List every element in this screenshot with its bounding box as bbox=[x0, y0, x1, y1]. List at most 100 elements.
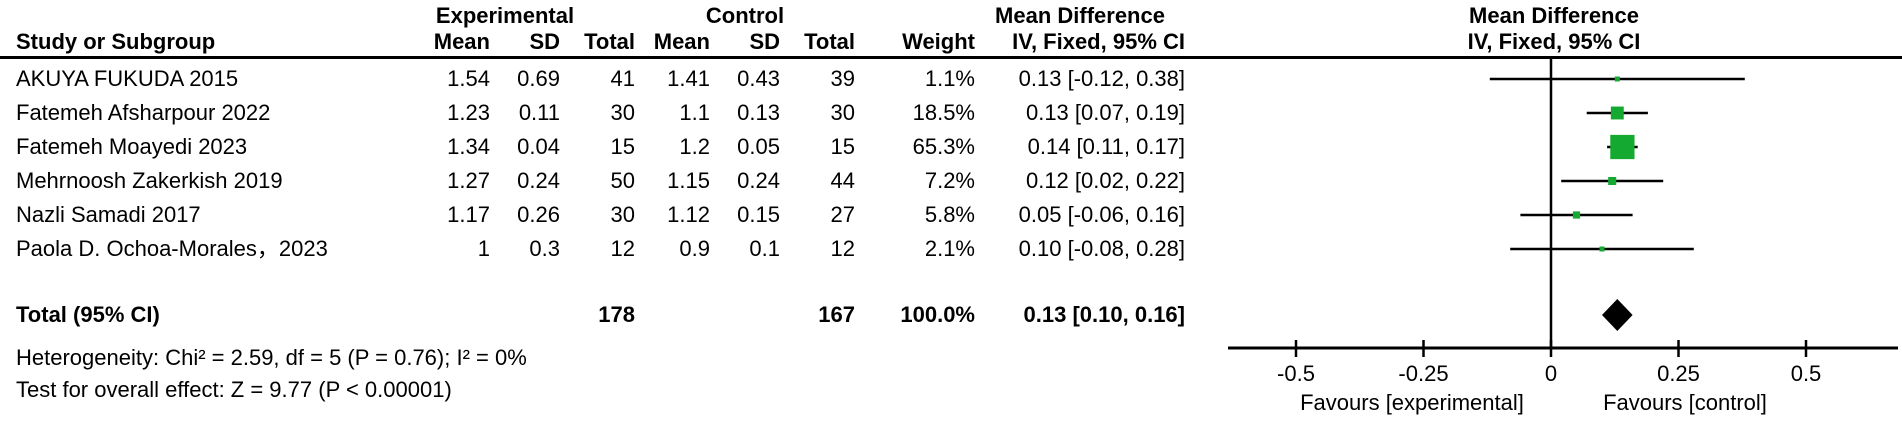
table-row: Paola D. Ochoa-Morales，2023 1 0.3 12 0.9… bbox=[0, 232, 1185, 266]
total-ctrl-participants: 167 bbox=[818, 302, 855, 327]
total-row: Total (95% CI) 178 167 100.0% 0.13 [0.10… bbox=[0, 298, 1185, 332]
axis-tick-label: -0.25 bbox=[1398, 361, 1448, 386]
ctrl-mean-cell: 1.2 bbox=[679, 134, 710, 159]
exp-total-column-header: Total bbox=[584, 29, 635, 54]
axis-tick-label: 0 bbox=[1545, 361, 1557, 386]
ctrl-total-cell: 30 bbox=[830, 100, 855, 125]
ctrl-mean-cell: 1.41 bbox=[667, 66, 710, 91]
exp-mean-cell: 1.54 bbox=[447, 66, 490, 91]
ctrl-mean-cell: 0.9 bbox=[679, 236, 710, 261]
effect-square bbox=[1572, 211, 1581, 219]
ctrl-sd-cell: 0.1 bbox=[749, 236, 780, 261]
mean-difference-column-header: Mean Difference bbox=[995, 3, 1165, 28]
study-name: Mehrnoosh Zakerkish 2019 bbox=[16, 168, 283, 193]
ci-column-header: IV, Fixed, 95% CI bbox=[1012, 29, 1185, 54]
total-exp-participants: 178 bbox=[598, 302, 635, 327]
ctrl-total-cell: 27 bbox=[830, 202, 855, 227]
weight-cell: 1.1% bbox=[924, 66, 975, 91]
ci-text-cell: 0.13 [-0.12, 0.38] bbox=[1018, 66, 1185, 91]
weight-cell: 65.3% bbox=[912, 134, 975, 159]
ctrl-total-cell: 15 bbox=[830, 134, 855, 159]
exp-mean-cell: 1.23 bbox=[447, 100, 490, 125]
exp-sd-column-header: SD bbox=[529, 29, 560, 54]
exp-sd-cell: 0.04 bbox=[517, 134, 560, 159]
ci-text-cell: 0.14 [0.11, 0.17] bbox=[1027, 134, 1185, 159]
weight-cell: 5.8% bbox=[924, 202, 975, 227]
table-row: Mehrnoosh Zakerkish 2019 1.27 0.24 50 1.… bbox=[0, 164, 1185, 198]
exp-total-cell: 15 bbox=[610, 134, 635, 159]
exp-mean-cell: 1 bbox=[477, 236, 490, 261]
ctrl-mean-column-header: Mean bbox=[653, 29, 710, 54]
effect-square bbox=[1599, 246, 1605, 252]
exp-sd-cell: 0.3 bbox=[529, 236, 560, 261]
ctrl-mean-cell: 1.1 bbox=[679, 100, 710, 125]
ctrl-sd-cell: 0.24 bbox=[737, 168, 780, 193]
ctrl-total-cell: 44 bbox=[830, 168, 855, 193]
weight-column-header: Weight bbox=[902, 29, 975, 54]
ctrl-sd-cell: 0.15 bbox=[737, 202, 780, 227]
total-label: Total (95% CI) bbox=[16, 302, 160, 327]
exp-total-cell: 30 bbox=[610, 100, 635, 125]
exp-total-cell: 41 bbox=[610, 66, 635, 91]
study-name: Paola D. Ochoa-Morales，2023 bbox=[16, 236, 328, 261]
control-group-header: Control bbox=[705, 3, 785, 28]
forest-plot-canvas: -0.5 -0.25 0 0.25 0.5 Favours [experimental] F… bbox=[1228, 57, 1898, 415]
studies-table-body: AKUYA FUKUDA 2015 1.54 0.69 41 1.41 0.43… bbox=[0, 62, 1185, 266]
exp-mean-cell: 1.27 bbox=[447, 168, 490, 193]
exp-mean-cell: 1.34 bbox=[447, 134, 490, 159]
experimental-group-header: Experimental bbox=[435, 3, 575, 28]
effect-square bbox=[1610, 134, 1635, 160]
study-column-header: Study or Subgroup bbox=[16, 29, 216, 54]
ctrl-sd-cell: 0.43 bbox=[737, 66, 780, 91]
exp-total-cell: 50 bbox=[610, 168, 635, 193]
study-name: Fatemeh Moayedi 2023 bbox=[16, 134, 248, 159]
ctrl-total-cell: 39 bbox=[830, 66, 855, 91]
ctrl-total-cell: 12 bbox=[830, 236, 855, 261]
exp-sd-cell: 0.11 bbox=[518, 100, 560, 125]
weight-cell: 7.2% bbox=[924, 168, 975, 193]
exp-total-cell: 12 bbox=[610, 236, 635, 261]
total-weight: 100.0% bbox=[900, 302, 975, 327]
study-name: Fatemeh Afsharpour 2022 bbox=[16, 100, 271, 125]
study-name: Nazli Samadi 2017 bbox=[16, 202, 201, 227]
study-name: AKUYA FUKUDA 2015 bbox=[16, 66, 239, 91]
ci-text-cell: 0.12 [0.02, 0.22] bbox=[1025, 168, 1185, 193]
exp-sd-cell: 0.24 bbox=[517, 168, 560, 193]
axis-tick-label: -0.5 bbox=[1277, 361, 1315, 386]
weight-cell: 2.1% bbox=[924, 236, 975, 261]
exp-sd-cell: 0.26 bbox=[517, 202, 560, 227]
mean-difference-plot-header: Mean Difference bbox=[1469, 3, 1639, 28]
axis-tick-label: 0.25 bbox=[1657, 361, 1700, 386]
exp-total-cell: 30 bbox=[610, 202, 635, 227]
table-row: Fatemeh Moayedi 2023 1.34 0.04 15 1.2 0.… bbox=[0, 130, 1185, 164]
favours-experimental-label: Favours [experimental] bbox=[1300, 390, 1524, 415]
heterogeneity-stats: Heterogeneity: Chi² = 2.59, df = 5 (P = … bbox=[16, 345, 527, 370]
overall-effect-stats: Test for overall effect: Z = 9.77 (P < 0… bbox=[16, 377, 452, 402]
ctrl-mean-cell: 1.15 bbox=[667, 168, 710, 193]
exp-mean-column-header: Mean bbox=[433, 29, 490, 54]
ci-text-cell: 0.13 [0.07, 0.19] bbox=[1025, 100, 1185, 125]
header-rule bbox=[0, 56, 1902, 59]
table-row: AKUYA FUKUDA 2015 1.54 0.69 41 1.41 0.43… bbox=[0, 62, 1185, 96]
ci-text-cell: 0.10 [-0.08, 0.28] bbox=[1018, 236, 1185, 261]
weight-cell: 18.5% bbox=[912, 100, 975, 125]
axis-tick-label: 0.5 bbox=[1791, 361, 1822, 386]
table-row: Fatemeh Afsharpour 2022 1.23 0.11 30 1.1… bbox=[0, 96, 1185, 130]
ci-plot-column-header: IV, Fixed, 95% CI bbox=[1467, 29, 1641, 54]
favours-control-label: Favours [control] bbox=[1603, 390, 1767, 415]
table-row: Nazli Samadi 2017 1.17 0.26 30 1.12 0.15… bbox=[0, 198, 1185, 232]
exp-mean-cell: 1.17 bbox=[447, 202, 490, 227]
column-header-row: Study or Subgroup Mean SD Total Mean SD … bbox=[0, 28, 1185, 56]
effect-square bbox=[1608, 176, 1617, 186]
ctrl-total-column-header: Total bbox=[804, 29, 855, 54]
ci-text-cell: 0.05 [-0.06, 0.16] bbox=[1018, 202, 1185, 227]
total-diamond bbox=[1602, 299, 1633, 331]
exp-sd-cell: 0.69 bbox=[517, 66, 560, 91]
effect-square bbox=[1614, 76, 1620, 82]
ctrl-mean-cell: 1.12 bbox=[667, 202, 710, 227]
ctrl-sd-cell: 0.05 bbox=[737, 134, 780, 159]
effect-square bbox=[1610, 106, 1624, 120]
ctrl-sd-column-header: SD bbox=[749, 29, 780, 54]
ctrl-sd-cell: 0.13 bbox=[737, 100, 780, 125]
